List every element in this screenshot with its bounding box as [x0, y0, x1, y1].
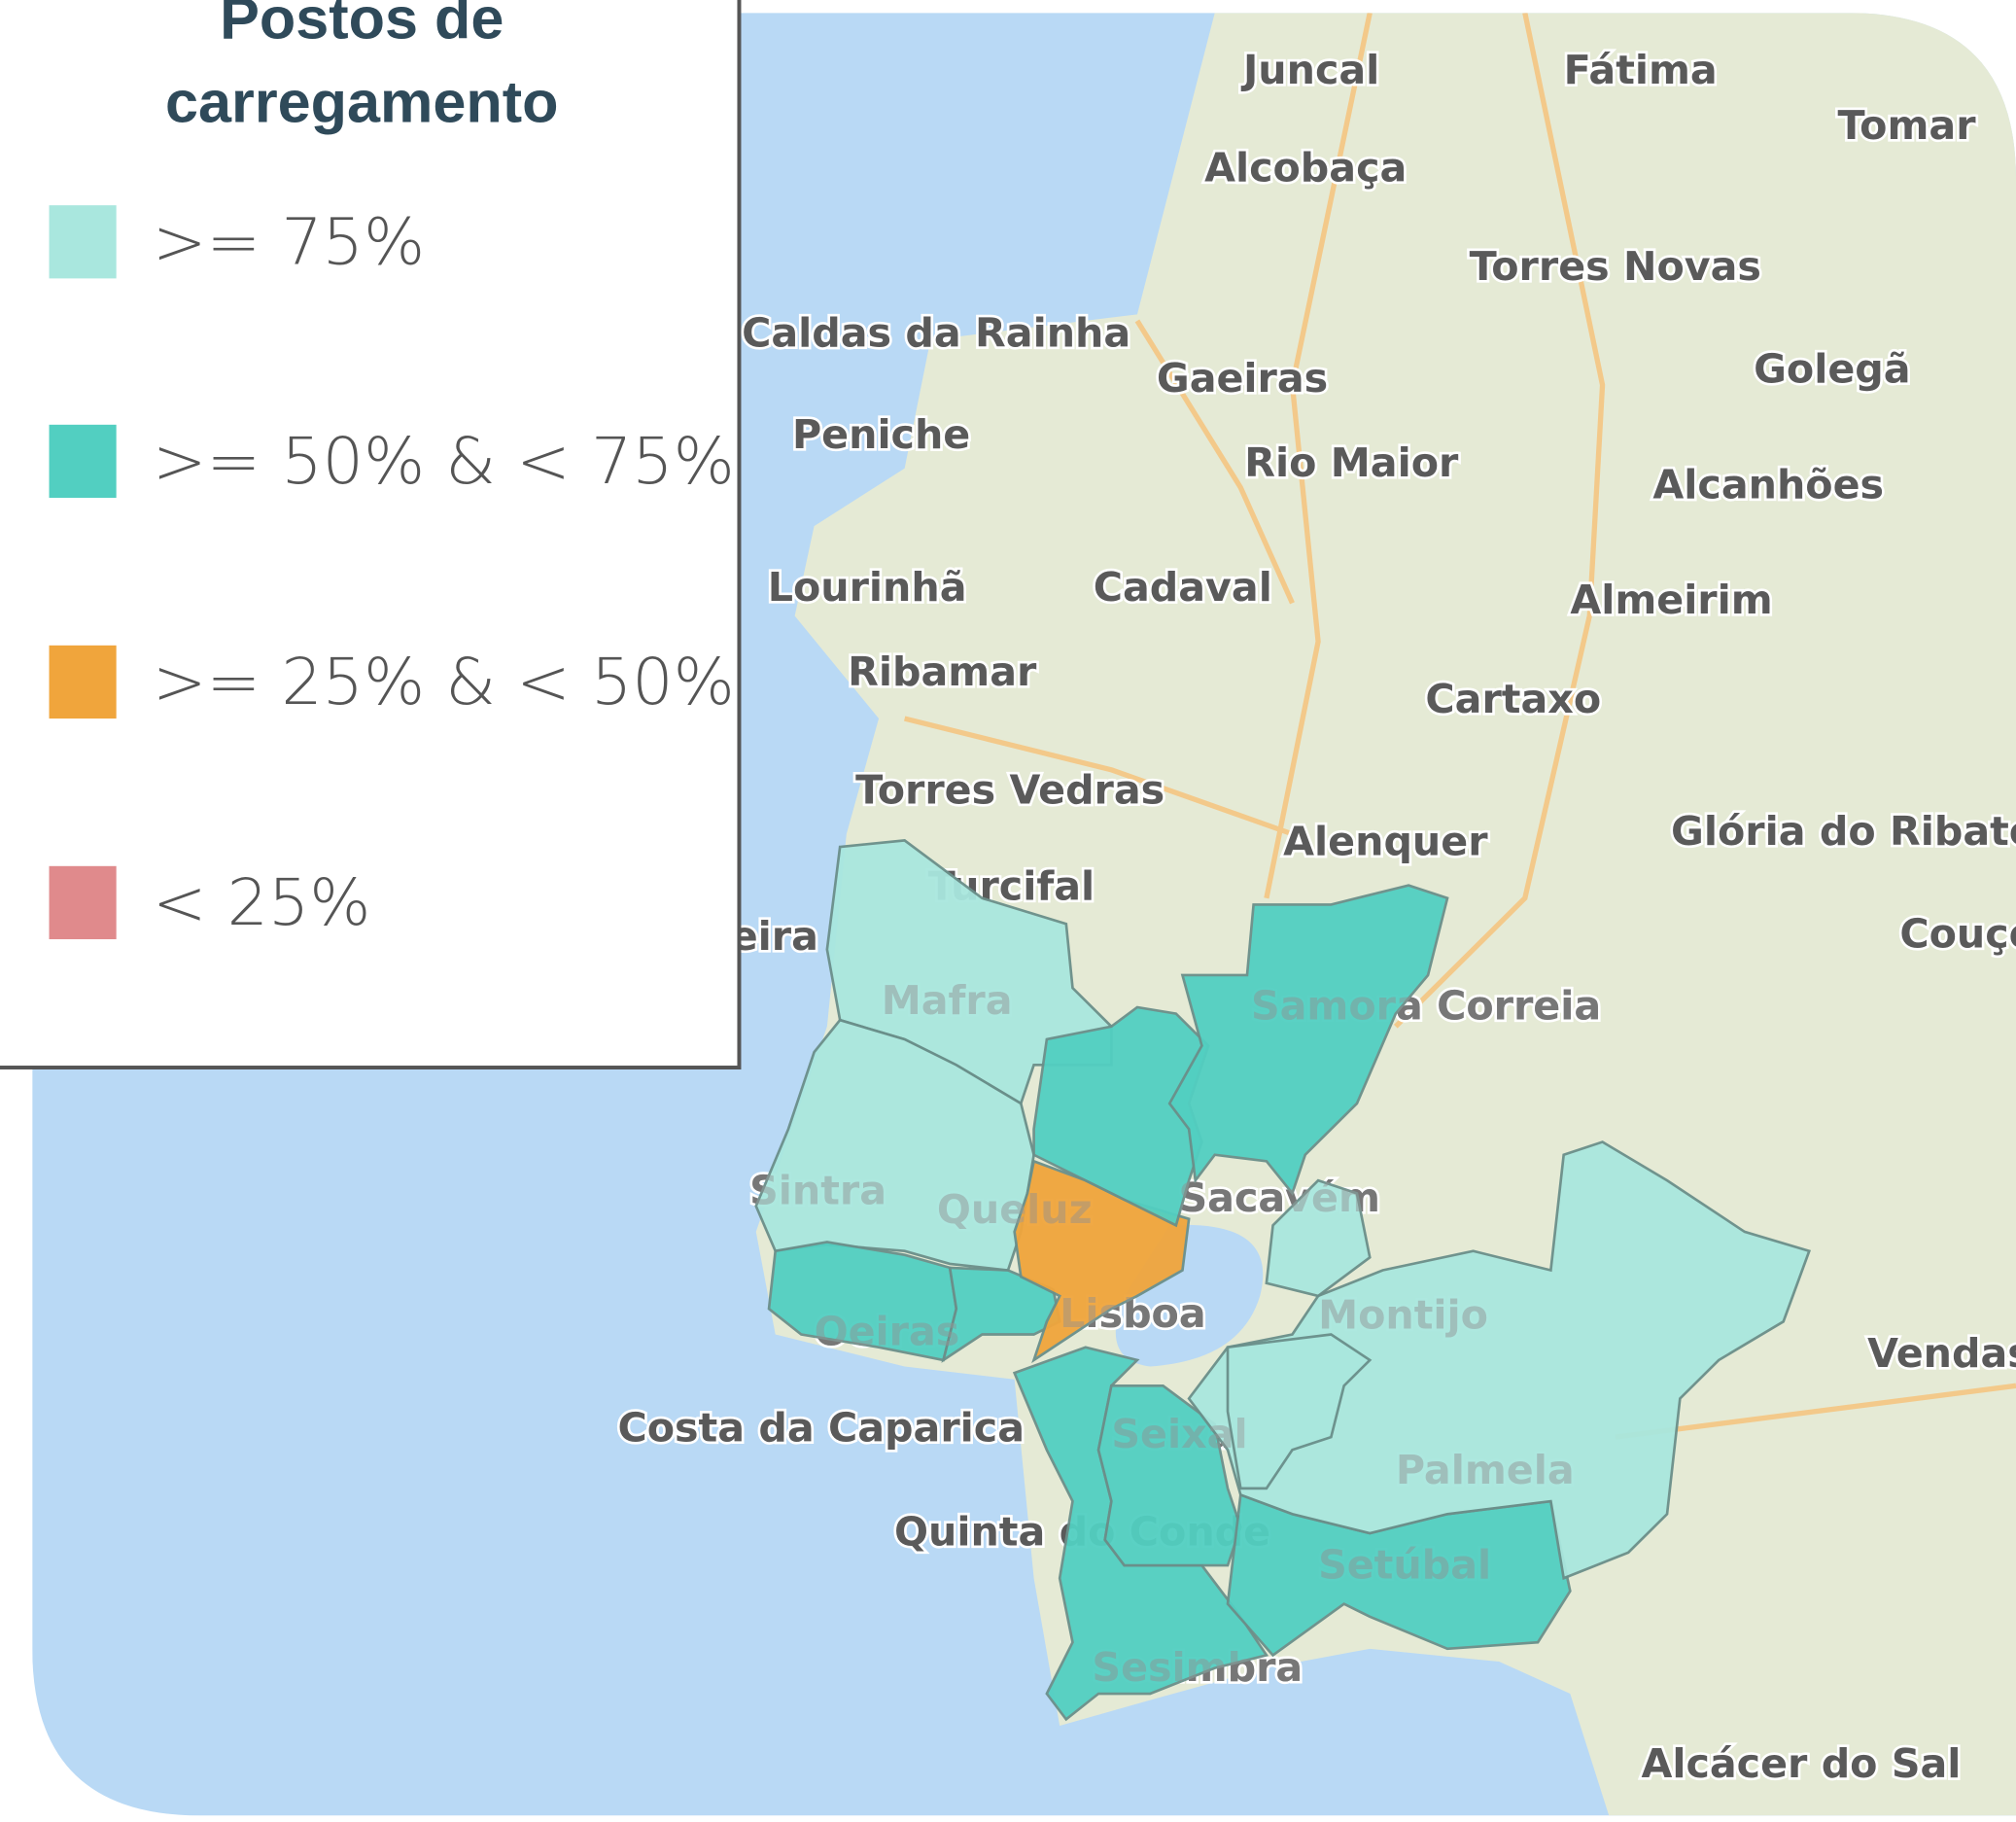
place-label: Costa da Caparica	[617, 1405, 1025, 1452]
place-label: Cartaxo	[1425, 676, 1601, 722]
place-label: Alenquer	[1283, 818, 1488, 864]
faded-place-label: Lisboa	[1060, 1290, 1205, 1337]
legend-title: Postos de carregamento	[165, 0, 559, 135]
place-label: Alcobaça	[1204, 145, 1407, 192]
place-label: Sacavém	[1178, 1174, 1379, 1221]
regions	[754, 839, 1812, 1722]
place-label: Tomar	[1838, 102, 1977, 149]
faded-place-label: Montijo	[1318, 1291, 1488, 1338]
region	[1265, 1178, 1372, 1298]
place-label: Alcanhões	[1652, 462, 1884, 508]
legend-swatch	[49, 645, 117, 719]
place-label: Caldas da Rainha	[742, 310, 1130, 357]
place-label: Fátima	[1564, 47, 1718, 93]
faded-place-label: Sesimbra	[1092, 1644, 1303, 1691]
faded-place-label: Palmela	[1396, 1447, 1575, 1493]
region	[1187, 1140, 1812, 1581]
legend-label: >= 25% & < 50%	[153, 645, 735, 719]
legend-label: >= 75%	[153, 205, 425, 280]
place-label: Torres Novas	[1470, 243, 1761, 290]
legend-label: < 25%	[153, 865, 371, 940]
faded-place-label: Sacavém	[1178, 1174, 1379, 1221]
faded-place-label: Queluz	[937, 1186, 1093, 1233]
faded-place-label: Mafra	[882, 977, 1013, 1024]
place-label: Glória do Ribatejo	[1671, 808, 2016, 855]
legend-swatch	[49, 865, 117, 940]
place-label: Ribamar	[848, 648, 1037, 695]
legend-label: >= 50% & < 75%	[153, 424, 735, 499]
region	[1226, 1333, 1373, 1490]
place-label: Golegã	[1754, 346, 1910, 393]
place-label: Juncal	[1240, 47, 1379, 93]
place-label: Couço	[1899, 910, 2016, 957]
legend-swatch	[49, 205, 117, 279]
place-label: Cadaval	[1094, 564, 1272, 611]
place-label: Almeirim	[1570, 577, 1772, 623]
region	[1167, 884, 1449, 1197]
faded-labels: Samora Correia Mafra Sintra Queluz Sacavém Oe…	[749, 977, 1601, 1691]
region	[754, 1018, 1035, 1272]
place-label: Lourinhã	[768, 564, 967, 611]
place-label: Rio Maior	[1244, 439, 1459, 486]
place-label: Peniche	[792, 411, 970, 458]
place-label: Alcácer do Sal	[1641, 1740, 1961, 1787]
place-label: Torres Vedras	[855, 767, 1164, 814]
place-label: Vendas Novas	[1867, 1330, 2016, 1377]
legend-swatch	[49, 424, 117, 499]
legend-title-box: Postos de carregamento	[165, 0, 559, 135]
roads	[903, 13, 2016, 1440]
faded-place-label: Samora Correia	[1251, 982, 1601, 1029]
place-label: Gaeiras	[1157, 355, 1328, 402]
legend-box	[0, 0, 742, 1069]
faded-place-label: Oeiras	[815, 1309, 960, 1355]
faded-place-label: Seixal	[1111, 1411, 1247, 1457]
legend: Postos de carregamento >= 75% >= 50% & < …	[0, 0, 742, 1069]
faded-place-label: Setúbal	[1318, 1542, 1491, 1589]
faded-place-label: Sintra	[749, 1167, 886, 1213]
